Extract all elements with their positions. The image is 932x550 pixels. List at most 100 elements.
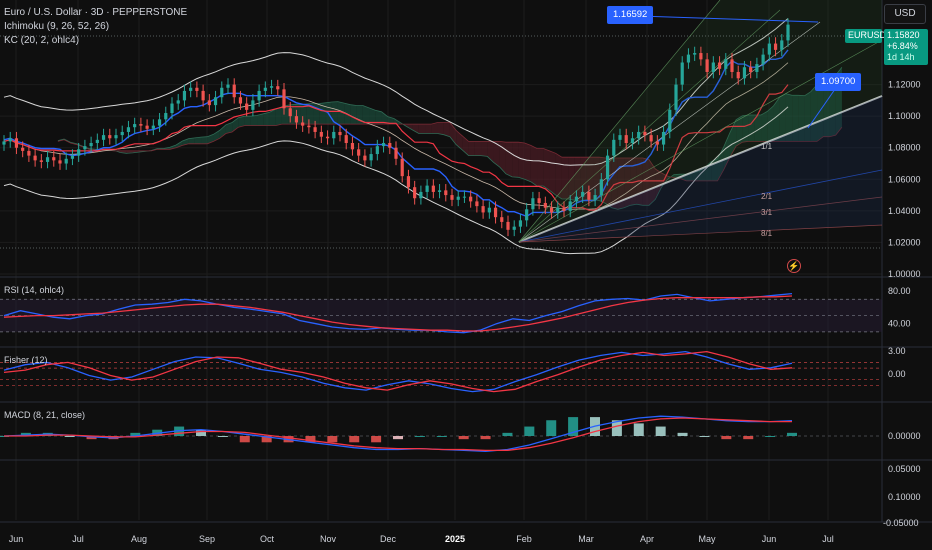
- candle-body: [525, 209, 529, 221]
- symbol-title[interactable]: Euro / U.S. Dollar · 3D · PEPPERSTONE: [4, 7, 188, 18]
- candle-body: [64, 158, 68, 164]
- kumo-segment: [817, 76, 824, 142]
- candle-body: [170, 103, 174, 114]
- candle-body: [680, 62, 684, 85]
- gann-label-8-1: 8/1: [761, 229, 773, 238]
- price-badge: 1.15820 +6.84% 1d 14h: [884, 29, 928, 65]
- candle-body: [531, 198, 535, 210]
- senkou-span-b: [57, 122, 843, 182]
- candle-body: [450, 195, 454, 200]
- candle-body: [238, 97, 243, 104]
- kumo-segment: [530, 145, 538, 187]
- gann-fan-line: [518, 9, 781, 243]
- level-callout-mid[interactable]: 1.09700: [815, 73, 862, 91]
- macd-axis-tick: 0.05000: [888, 464, 921, 474]
- candle-body: [95, 139, 99, 143]
- macd-axis-tick: 0.00000: [888, 431, 921, 441]
- time-axis-tick: Nov: [320, 534, 337, 544]
- macd-histogram-bar: [721, 436, 732, 440]
- last-price: 1.15820: [887, 30, 920, 40]
- macd-histogram-bar: [677, 432, 688, 436]
- kumo-segment: [369, 107, 376, 125]
- macd-pane-label[interactable]: MACD (8, 21, close): [4, 410, 86, 420]
- candle-body: [213, 97, 218, 106]
- candle-body: [232, 84, 236, 98]
- ichimoku-legend[interactable]: Ichimoku (9, 26, 52, 26): [4, 21, 110, 32]
- candle-body: [14, 138, 19, 148]
- candle-body: [444, 190, 448, 196]
- rsi-line: [3, 292, 793, 334]
- kijun-sen: [3, 84, 789, 211]
- candle-body: [537, 198, 541, 203]
- macd-histogram-bar: [174, 426, 185, 436]
- macd-histogram-bar: [86, 436, 97, 440]
- candle-body: [668, 109, 672, 132]
- kumo-segment: [250, 115, 258, 126]
- kumo-segment: [505, 142, 513, 177]
- time-axis-tick: Jul: [822, 534, 834, 544]
- candle-body: [655, 141, 659, 145]
- kumo-segment: [742, 114, 749, 143]
- kc-legend[interactable]: KC (20, 2, ohlc4): [4, 35, 80, 46]
- kumo-segment: [481, 141, 488, 157]
- currency-button[interactable]: USD: [884, 4, 926, 24]
- candle-body: [257, 90, 261, 101]
- kumo-segment: [225, 122, 233, 134]
- candle-body: [475, 201, 479, 207]
- time-axis-tick: Aug: [131, 534, 147, 544]
- candle-body: [89, 143, 93, 147]
- candle-body: [245, 103, 249, 110]
- alert-bolt-icon[interactable]: ⚡: [787, 259, 801, 273]
- gann-label-1-1: 1/1: [761, 142, 773, 151]
- macd-histogram-bar: [480, 436, 491, 440]
- candle-body: [8, 138, 12, 142]
- candle-body: [543, 202, 547, 208]
- kumo-segment: [412, 124, 419, 134]
- candle-body: [574, 196, 579, 202]
- candle-body: [52, 157, 56, 161]
- candle-body: [693, 53, 697, 55]
- level-callout-top[interactable]: 1.16592: [607, 6, 654, 24]
- macd-axis-tick: -0.05000: [883, 518, 919, 528]
- candle-body: [593, 195, 597, 200]
- kumo-segment: [263, 112, 270, 126]
- candle-body: [301, 122, 305, 126]
- candle-body: [83, 146, 87, 150]
- time-axis-tick: 2025: [445, 534, 465, 544]
- gann-fan-line: [518, 0, 721, 243]
- macd-histogram-bar: [568, 417, 579, 436]
- candle-body: [133, 124, 137, 128]
- candle-body: [45, 157, 50, 162]
- candle-body: [518, 220, 523, 227]
- kumo-segment: [729, 119, 737, 158]
- candle-body: [226, 84, 230, 88]
- macd-signal-line: [4, 417, 792, 452]
- candle-body: [749, 67, 753, 72]
- candle-body: [419, 191, 423, 199]
- candle-body: [761, 54, 765, 65]
- candle-body: [39, 160, 43, 162]
- macd-histogram-bar: [239, 436, 250, 443]
- macd-histogram-bar: [327, 436, 338, 443]
- candle-body: [350, 143, 355, 150]
- macd-histogram-bar: [217, 436, 228, 437]
- time-axis-tick: Sep: [199, 534, 215, 544]
- candle-body: [649, 135, 653, 142]
- candle-body: [369, 154, 373, 161]
- kumo-segment: [437, 122, 444, 135]
- candle-body: [381, 143, 386, 147]
- candle-body: [21, 147, 25, 151]
- fisher-pane-label[interactable]: Fisher (12): [4, 355, 48, 365]
- candle-body: [313, 127, 317, 132]
- kumo-segment: [574, 157, 581, 202]
- fisher-trigger-line: [3, 350, 793, 393]
- kumo-segment: [736, 115, 743, 147]
- macd-histogram-bar: [787, 432, 797, 436]
- rsi-pane-label[interactable]: RSI (14, ohlc4): [4, 285, 65, 295]
- kumo-segment: [493, 141, 500, 168]
- kumo-segment: [300, 103, 307, 125]
- macd-histogram-bar: [371, 436, 382, 443]
- candle-body: [77, 149, 81, 156]
